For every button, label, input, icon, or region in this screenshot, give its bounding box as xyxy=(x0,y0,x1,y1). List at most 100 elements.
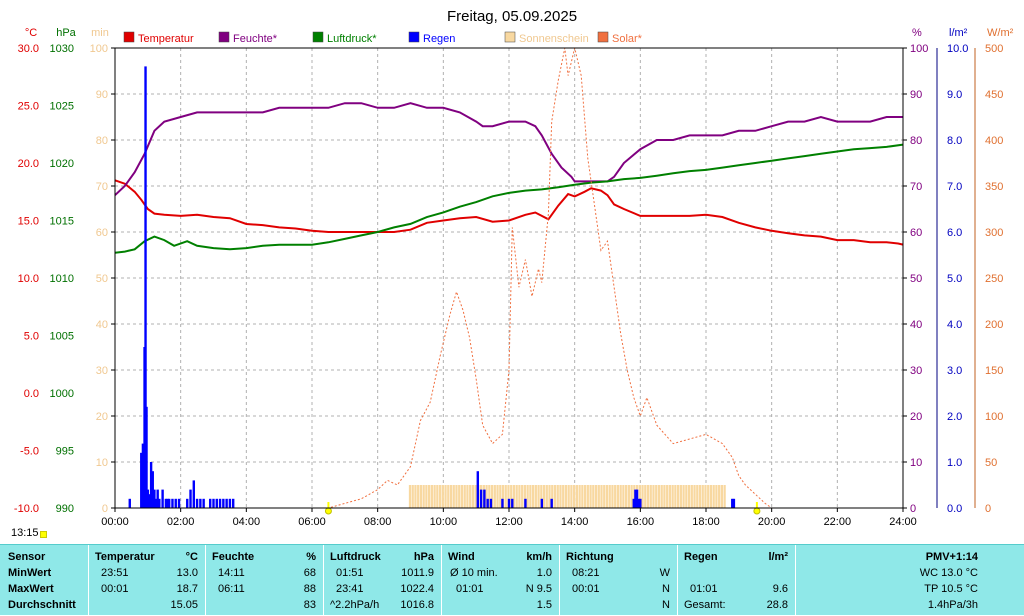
rain-bar xyxy=(222,498,225,508)
sunshine-bar xyxy=(679,485,682,508)
sunshine-bar xyxy=(428,485,431,508)
rain-bar xyxy=(479,489,483,508)
right-axis-tick-2: 350 xyxy=(985,181,1003,193)
left-axis-tick-2: 50 xyxy=(96,273,108,285)
right-axis-tick-1: 2.0 xyxy=(947,411,962,423)
header-luftdruck: Luftdruck xyxy=(330,551,381,563)
left-axis-tick-2: 30 xyxy=(96,365,108,377)
rain-bar xyxy=(215,498,218,508)
right-axis-tick-2: 250 xyxy=(985,273,1003,285)
header-temp-unit: °C xyxy=(185,551,198,563)
sunshine-bar xyxy=(605,485,609,508)
left-axis-tick-1: 990 xyxy=(56,503,74,515)
rain-bar xyxy=(145,406,148,508)
sunshine-bar xyxy=(682,485,685,508)
sunshine-bar xyxy=(583,485,587,508)
cell-temp-val: 13.0 xyxy=(176,567,198,579)
sunshine-bar xyxy=(581,485,584,508)
right-axis-tick-0: 80 xyxy=(910,135,922,147)
row-label-max: MaxWert xyxy=(8,583,54,595)
right-axis-tick-2: 0 xyxy=(985,503,991,515)
sunshine-bar xyxy=(660,485,663,508)
rain-bar xyxy=(140,452,143,508)
sunshine-bar xyxy=(723,485,726,508)
sunshine-bar xyxy=(570,485,573,508)
cell-temp-val: 15.05 xyxy=(170,599,198,611)
sunshine-bar xyxy=(411,485,414,508)
rain-bar xyxy=(501,498,504,508)
sunshine-bar xyxy=(704,485,707,508)
rain-bar xyxy=(489,498,493,508)
right-axis-tick-2: 100 xyxy=(985,411,1003,423)
left-axis-tick-2: 90 xyxy=(96,89,108,101)
sunshine-bar xyxy=(614,485,617,508)
legend-label: Temperatur xyxy=(138,33,194,45)
rain-bar xyxy=(146,489,150,508)
rain-bar xyxy=(550,498,553,508)
rain-bar xyxy=(128,498,131,508)
sunshine-bar xyxy=(493,485,496,508)
rain-bar xyxy=(167,498,171,508)
sunshine-bar xyxy=(638,485,641,508)
right-axis-tick-0: 40 xyxy=(910,319,922,331)
sunshine-bar xyxy=(676,485,680,508)
rain-bar xyxy=(483,489,486,508)
rain-bar xyxy=(732,498,736,508)
series-line-solar xyxy=(115,47,903,509)
sunshine-bar xyxy=(551,485,554,508)
rain-bar xyxy=(149,462,153,508)
rain-bar xyxy=(632,498,635,508)
cell-richtung-val: N xyxy=(662,599,670,611)
rain-bar xyxy=(232,498,235,508)
sunshine-bar xyxy=(698,485,702,508)
left-axis-tick-2: 20 xyxy=(96,411,108,423)
rain-bar xyxy=(507,498,511,508)
left-axis-tick-1: 1025 xyxy=(50,101,74,113)
sunshine-bar xyxy=(548,485,551,508)
right-axis-tick-2: 200 xyxy=(985,319,1003,331)
cell-pmv-val: TP 10.5 °C xyxy=(924,583,978,595)
cell-feuchte-time: 14:11 xyxy=(218,567,245,579)
sunshine-bar xyxy=(630,485,633,508)
right-axis-tick-1: 9.0 xyxy=(947,89,962,101)
sunshine-bar xyxy=(567,485,570,508)
sunshine-bar xyxy=(652,485,655,508)
sunshine-bar xyxy=(575,485,578,508)
left-axis-tick-1: 1000 xyxy=(50,388,74,400)
legend-swatch xyxy=(504,31,516,43)
sunshine-bar xyxy=(515,485,518,508)
sunshine-bar xyxy=(668,485,672,508)
rain-bar xyxy=(156,489,159,508)
sunshine-bar xyxy=(452,485,455,508)
rain-bar xyxy=(189,489,192,508)
table-divider xyxy=(677,545,678,616)
sunshine-bar xyxy=(600,485,603,508)
right-axis-tick-1: 4.0 xyxy=(947,319,962,331)
sunshine-bar xyxy=(707,485,710,508)
stats-table: Sensor Temperatur °C Feuchte % Luftdruck… xyxy=(0,544,1024,616)
sunshine-bar xyxy=(720,485,724,508)
right-axis-tick-0: 60 xyxy=(910,227,922,239)
sunshine-bar xyxy=(521,485,524,508)
right-axis-tick-0: 70 xyxy=(910,181,922,193)
sunshine-bar xyxy=(655,485,658,508)
right-axis-tick-1: 1.0 xyxy=(947,457,962,469)
x-tick-label: 00:00 xyxy=(101,516,129,528)
legend-swatch xyxy=(408,31,420,43)
right-axis-tick-2: 300 xyxy=(985,227,1003,239)
x-tick-label: 20:00 xyxy=(758,516,786,528)
left-axis-tick-1: 1010 xyxy=(50,273,74,285)
left-axis-tick-1: 1005 xyxy=(50,331,74,343)
rain-bar xyxy=(225,498,228,508)
cell-wind-time: 01:01 xyxy=(456,583,484,595)
x-tick-label: 10:00 xyxy=(430,516,458,528)
header-pmv: PMV+1:14 xyxy=(925,551,978,563)
sunshine-bar xyxy=(592,485,595,508)
sunshine-bar xyxy=(671,485,674,508)
sunshine-bar xyxy=(718,485,721,508)
cell-pmv-val: 1.4hPa/3h xyxy=(927,599,978,611)
sunshine-bar xyxy=(501,485,505,508)
series-line-feuchte xyxy=(114,102,903,196)
rain-bar xyxy=(639,498,642,508)
rain-bar xyxy=(161,489,164,508)
